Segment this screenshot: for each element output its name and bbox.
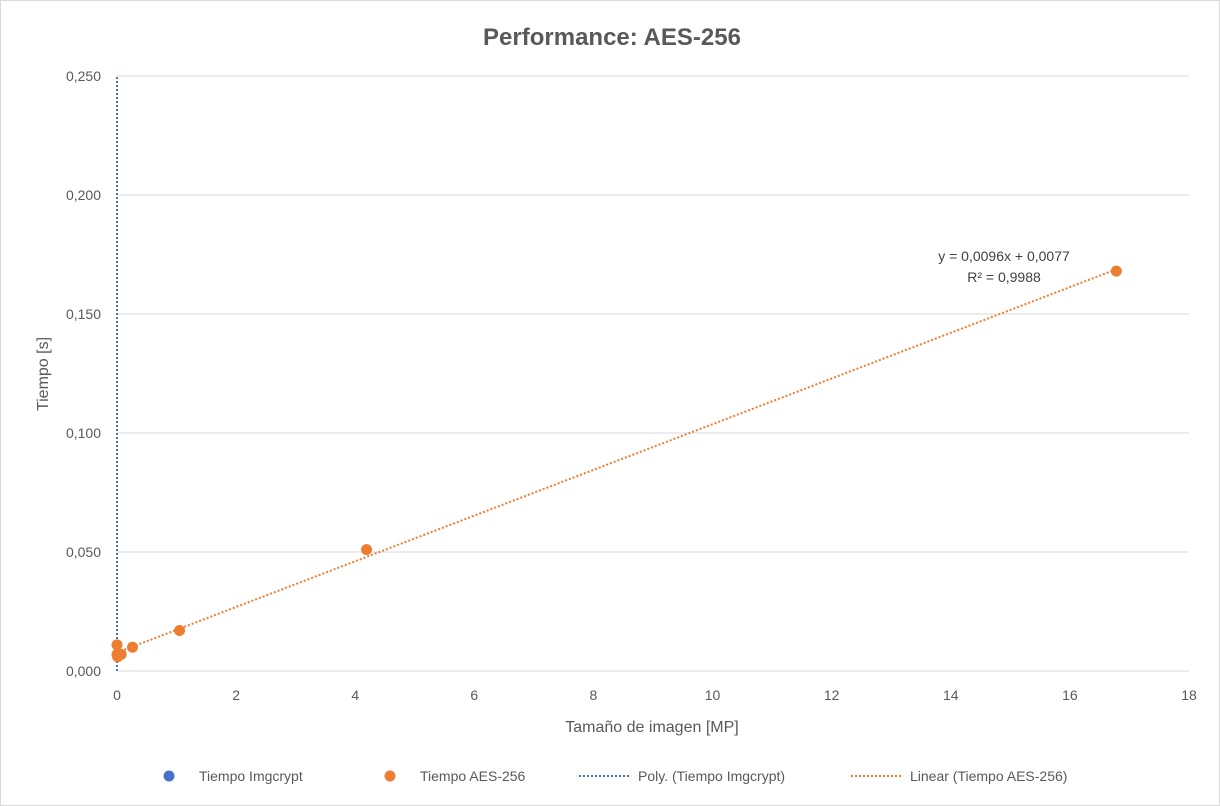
x-tick-label: 10 <box>705 687 721 703</box>
legend-label: Linear (Tiempo AES-256) <box>910 768 1067 784</box>
legend-label: Tiempo AES-256 <box>420 768 526 784</box>
chart-title: Performance: AES-256 <box>483 24 741 51</box>
trendline-r-squared: R² = 0,9988 <box>967 269 1041 285</box>
y-tick-label: 0,000 <box>66 663 101 679</box>
x-tick-label: 4 <box>351 687 359 703</box>
x-tick-label: 18 <box>1181 687 1197 703</box>
x-tick-label: 12 <box>824 687 840 703</box>
x-tick-label: 14 <box>943 687 959 703</box>
data-point <box>174 625 186 637</box>
linear-trendline <box>116 268 1117 654</box>
data-point <box>361 544 373 556</box>
data-point <box>1110 265 1122 277</box>
legend-marker <box>384 770 396 782</box>
y-axis-ticks: 0,000 0,050 0,100 0,150 0,200 0,250 <box>66 68 101 679</box>
y-tick-label: 0,200 <box>66 187 101 203</box>
legend-label: Tiempo Imgcrypt <box>199 768 303 784</box>
x-tick-label: 8 <box>590 687 598 703</box>
x-tick-label: 2 <box>232 687 240 703</box>
trendline-equation: y = 0,0096x + 0,0077 <box>938 248 1070 264</box>
data-points <box>111 265 1122 663</box>
data-point <box>111 639 123 651</box>
y-tick-label: 0,050 <box>66 544 101 560</box>
x-tick-label: 16 <box>1062 687 1078 703</box>
gridlines <box>117 75 1189 672</box>
x-tick-label: 0 <box>113 687 121 703</box>
x-axis-title: Tamaño de imagen [MP] <box>565 719 738 736</box>
legend-label: Poly. (Tiempo Imgcrypt) <box>638 768 785 784</box>
data-point <box>115 648 127 660</box>
y-tick-label: 0,150 <box>66 306 101 322</box>
legend: Tiempo Imgcrypt Tiempo AES-256 Poly. (Tiem… <box>163 768 1067 784</box>
trendlines <box>116 76 1117 671</box>
x-axis-ticks: 0 2 4 6 8 10 12 14 16 18 <box>113 687 1197 703</box>
y-tick-label: 0,250 <box>66 68 101 84</box>
legend-marker <box>163 770 175 782</box>
y-axis-title: Tiempo [s] <box>35 337 52 411</box>
data-point <box>126 641 138 653</box>
y-tick-label: 0,100 <box>66 425 101 441</box>
x-tick-label: 6 <box>470 687 478 703</box>
